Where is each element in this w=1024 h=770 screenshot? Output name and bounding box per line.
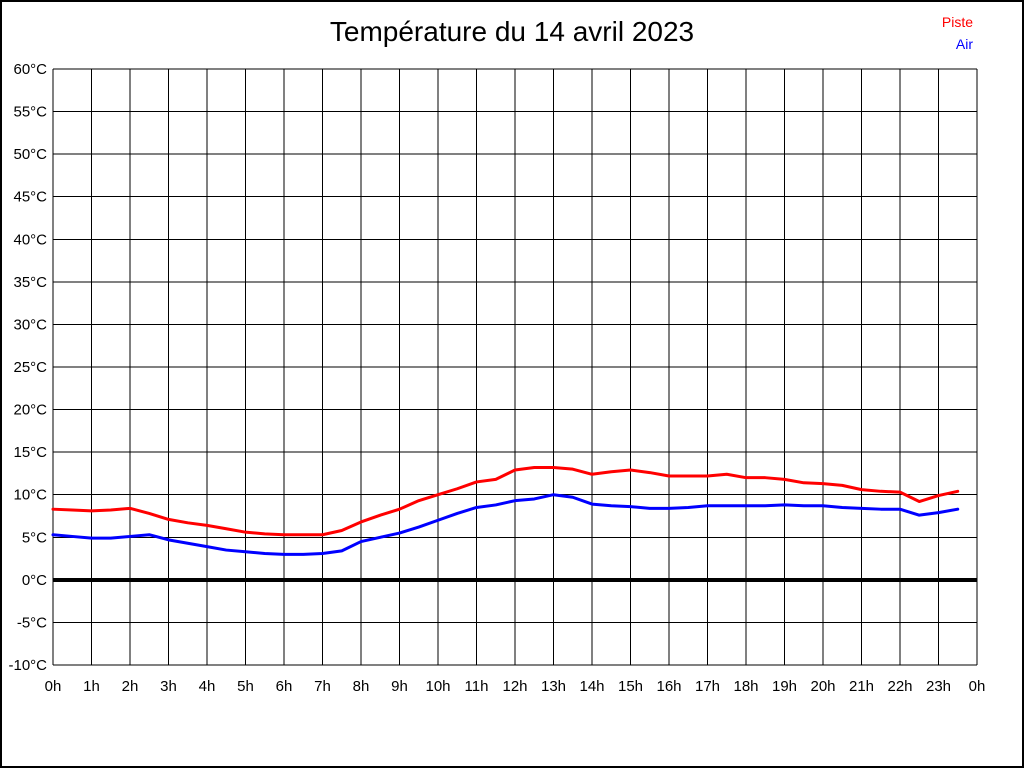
legend-item-piste: Piste xyxy=(941,14,973,30)
piste-temperature-line xyxy=(51,465,960,537)
x-tick-label: 0h xyxy=(45,678,62,695)
x-tick-label: 4h xyxy=(199,678,216,695)
y-tick-label: 20°C xyxy=(13,402,47,419)
x-tick-label: 10h xyxy=(425,678,450,695)
x-tick-label: 19h xyxy=(772,678,797,695)
y-tick-label: 35°C xyxy=(13,274,47,291)
x-tick-label: 22h xyxy=(887,678,912,695)
x-tick-label: 16h xyxy=(656,678,681,695)
y-tick-label: 50°C xyxy=(13,146,47,163)
y-tick-label: 30°C xyxy=(13,316,47,333)
y-tick-label: 45°C xyxy=(13,189,47,206)
x-tick-label: 3h xyxy=(160,678,177,695)
air-temperature-line xyxy=(51,493,960,556)
x-tick-label: 9h xyxy=(391,678,408,695)
x-tick-label: 0h xyxy=(969,678,986,695)
x-tick-label: 2h xyxy=(122,678,139,695)
x-tick-label: 18h xyxy=(733,678,758,695)
chart-title: Température du 14 avril 2023 xyxy=(329,16,695,47)
y-tick-label: 40°C xyxy=(13,231,47,248)
y-tick-label: 55°C xyxy=(13,104,47,121)
legend: Piste Air xyxy=(942,11,973,55)
y-tick-label: -10°C xyxy=(8,657,47,674)
x-tick-label: 6h xyxy=(276,678,293,695)
x-tick-label: 11h xyxy=(465,678,489,695)
x-tick-label: 13h xyxy=(541,678,566,695)
x-tick-label: 20h xyxy=(810,678,835,695)
x-tick-label: 1h xyxy=(83,678,100,695)
y-tick-label: -5°C xyxy=(17,614,47,631)
y-tick-label: 25°C xyxy=(13,359,47,376)
x-tick-label: 7h xyxy=(314,678,331,695)
x-tick-label: 8h xyxy=(353,678,370,695)
y-tick-label: 5°C xyxy=(22,529,47,546)
x-tick-label: 21h xyxy=(849,678,874,695)
x-tick-label: 23h xyxy=(926,678,951,695)
x-tick-label: 17h xyxy=(695,678,720,695)
x-tick-label: 5h xyxy=(237,678,254,695)
legend-item-air: Air xyxy=(955,36,973,52)
y-tick-label: 60°C xyxy=(13,61,47,78)
y-tick-label: 0°C xyxy=(22,572,47,589)
y-tick-label: 10°C xyxy=(13,487,47,504)
y-tick-label: 15°C xyxy=(13,444,47,461)
x-tick-label: 15h xyxy=(618,678,643,695)
x-tick-label: 14h xyxy=(579,678,604,695)
x-tick-label: 12h xyxy=(502,678,527,695)
